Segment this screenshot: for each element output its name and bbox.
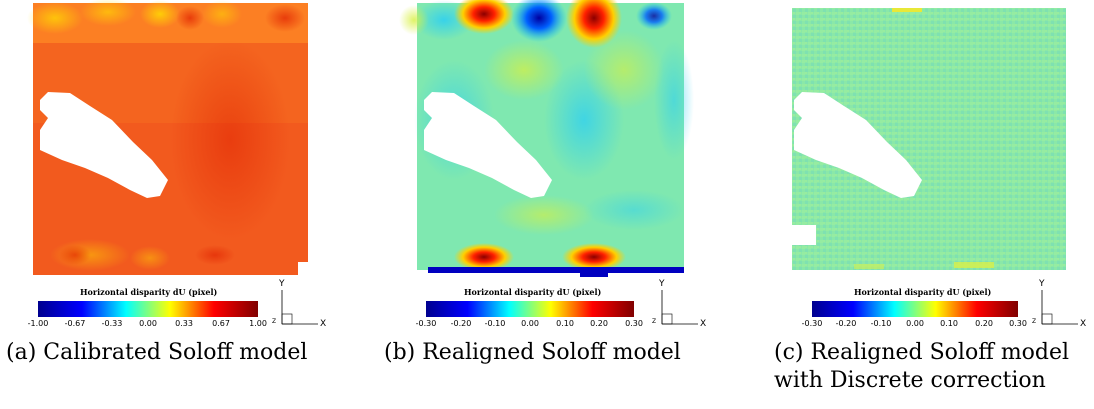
caption-c-line1: (c) Realigned Soloff model	[774, 340, 1070, 365]
panel-a: Horizontal disparity dU (pixel) -1.00 -0…	[0, 0, 340, 409]
disparity-field-a	[27, 0, 308, 275]
tick-label: 0.67	[212, 319, 230, 328]
colorbar-title-a: Horizontal disparity dU (pixel)	[80, 287, 218, 297]
tick-label: -0.10	[870, 319, 892, 328]
axis-x-label: X	[320, 319, 327, 329]
tick-label: -0.33	[101, 319, 123, 328]
tick-label: 0.30	[1009, 319, 1027, 328]
tick-label: 1.00	[249, 319, 267, 328]
tick-label: -0.20	[835, 319, 857, 328]
tick-label: -0.20	[450, 319, 472, 328]
caption-a: (a) Calibrated Soloff model	[6, 340, 308, 365]
colorbar-title-c: Horizontal disparity dU (pixel)	[854, 287, 992, 297]
field-area-c	[792, 8, 1066, 270]
disparity-field-b	[399, 0, 694, 277]
tick-label: 0.20	[590, 319, 608, 328]
tick-label: 0.00	[521, 319, 539, 328]
axis-triad-c	[1041, 290, 1078, 325]
notch-c	[792, 225, 816, 245]
panel-c: Horizontal disparity dU (pixel) -0.30 -0…	[754, 0, 1094, 409]
axis-triad-a	[281, 290, 318, 325]
colorbar-b	[426, 301, 634, 317]
tick-label: -0.67	[64, 319, 86, 328]
colorbar-title-b: Horizontal disparity dU (pixel)	[464, 287, 602, 297]
caption-c-line2: with Discrete correction	[774, 368, 1046, 393]
axis-z-label: Z	[272, 318, 277, 325]
axis-y-label: Y	[279, 279, 285, 289]
tick-label: -1.00	[27, 319, 49, 328]
caption-b: (b) Realigned Soloff model	[384, 340, 681, 365]
tick-label: -0.30	[801, 319, 823, 328]
panel-b: Horizontal disparity dU (pixel) -0.30 -0…	[384, 0, 724, 409]
axis-triad-b	[661, 290, 698, 325]
tick-label: 0.00	[906, 319, 924, 328]
tick-label: 0.20	[975, 319, 993, 328]
hole-c	[794, 92, 922, 198]
disparity-field-c	[792, 8, 1066, 270]
tick-label: -0.30	[415, 319, 437, 328]
tick-label: 0.33	[175, 319, 193, 328]
axis-z-label: Z	[1032, 318, 1037, 325]
axis-x-label: X	[700, 319, 707, 329]
axis-x-label: X	[1080, 319, 1087, 329]
axis-y-label: Y	[1039, 279, 1045, 289]
colorbar-a	[38, 301, 258, 317]
tick-label: 0.00	[139, 319, 157, 328]
colorbar-c	[812, 301, 1018, 317]
tick-label: -0.10	[484, 319, 506, 328]
hole-b	[424, 92, 552, 198]
tick-label: 0.10	[940, 319, 958, 328]
tick-label: 0.10	[556, 319, 574, 328]
tick-label: 0.30	[625, 319, 643, 328]
axis-z-label: Z	[652, 318, 657, 325]
hole-a	[40, 92, 168, 198]
axis-y-label: Y	[659, 279, 665, 289]
